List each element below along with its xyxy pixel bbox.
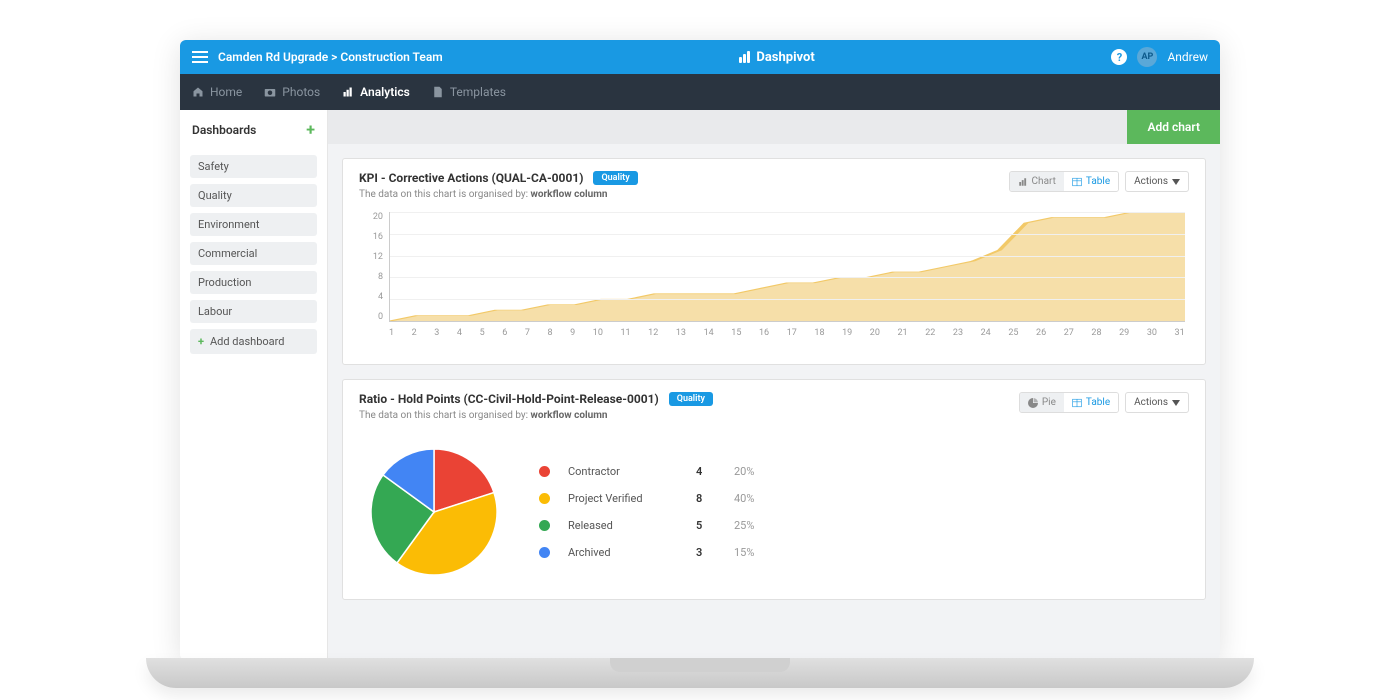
chart1-title: KPI - Corrective Actions (QUAL-CA-0001)	[359, 171, 583, 185]
chart1-table-btn[interactable]: Table	[1064, 172, 1118, 191]
table-icon	[1072, 398, 1082, 408]
sidebar-item-commercial[interactable]: Commercial	[190, 242, 317, 265]
sidebar: Dashboards + Safety Quality Environment Com…	[180, 110, 328, 660]
chart2-table-btn[interactable]: Table	[1064, 393, 1118, 412]
chart2-subtext: The data on this chart is organised by: …	[359, 410, 713, 421]
sidebar-title: Dashboards	[192, 123, 256, 137]
brand-text: Dashpivot	[756, 50, 814, 65]
legend-row-archived: Archived315%	[539, 546, 754, 559]
toolbar: Add chart	[328, 110, 1220, 144]
chart2-title: Ratio - Hold Points (CC-Civil-Hold-Point…	[359, 392, 659, 406]
breadcrumb[interactable]: Camden Rd Upgrade > Construction Team	[218, 50, 443, 64]
nav-analytics[interactable]: Analytics	[342, 85, 410, 99]
pie-icon	[1028, 398, 1038, 408]
chart-card-ratio: Ratio - Hold Points (CC-Civil-Hold-Point…	[342, 379, 1206, 600]
navbar: Home Photos Analytics Templates	[180, 74, 1220, 110]
main: Add chart KPI - Corrective Actions (QUAL…	[328, 110, 1220, 660]
legend-row-project_verified: Project Verified840%	[539, 492, 754, 505]
brand-icon	[739, 51, 750, 63]
camera-icon	[264, 86, 276, 98]
chart1-subtext: The data on this chart is organised by: …	[359, 189, 638, 200]
add-chart-button[interactable]: Add chart	[1127, 110, 1220, 144]
analytics-icon	[342, 86, 354, 98]
chevron-down-icon	[1172, 400, 1180, 406]
templates-icon	[432, 86, 444, 98]
menu-icon[interactable]	[192, 51, 208, 63]
chart1-chart-btn[interactable]: Chart	[1010, 172, 1064, 191]
chart2-badge: Quality	[669, 392, 713, 406]
chevron-down-icon	[1172, 179, 1180, 185]
user-name[interactable]: Andrew	[1167, 50, 1208, 64]
avatar[interactable]: AP	[1137, 47, 1157, 67]
add-dashboard-button[interactable]: +Add dashboard	[190, 329, 317, 354]
table-icon	[1072, 177, 1082, 187]
legend-row-released: Released525%	[539, 519, 754, 532]
pie-legend: Contractor420% Project Verified840% Releas…	[539, 465, 754, 559]
chart1-actions-btn[interactable]: Actions	[1125, 171, 1189, 192]
sidebar-item-labour[interactable]: Labour	[190, 300, 317, 323]
chart1-badge: Quality	[593, 171, 637, 185]
chart-icon	[1018, 177, 1028, 187]
topbar: Camden Rd Upgrade > Construction Team Da…	[180, 40, 1220, 74]
sidebar-item-production[interactable]: Production	[190, 271, 317, 294]
add-dashboard-icon[interactable]: +	[306, 120, 315, 139]
sidebar-item-quality[interactable]: Quality	[190, 184, 317, 207]
chart1-view-toggle: Chart Table	[1009, 171, 1120, 192]
pie-chart	[359, 437, 509, 587]
chart2-view-toggle: Pie Table	[1019, 392, 1119, 413]
chart2-pie-btn[interactable]: Pie	[1020, 393, 1064, 412]
chart2-actions-btn[interactable]: Actions	[1125, 392, 1189, 413]
device-stand	[146, 658, 1254, 688]
sidebar-item-safety[interactable]: Safety	[190, 155, 317, 178]
home-icon	[192, 86, 204, 98]
legend-row-contractor: Contractor420%	[539, 465, 754, 478]
area-chart: 201612840 123456789101112131415161718192…	[359, 212, 1189, 352]
chart-card-kpi: KPI - Corrective Actions (QUAL-CA-0001) …	[342, 158, 1206, 365]
nav-home[interactable]: Home	[192, 85, 242, 99]
app-window: Camden Rd Upgrade > Construction Team Da…	[180, 40, 1220, 660]
sidebar-item-environment[interactable]: Environment	[190, 213, 317, 236]
help-icon[interactable]: ?	[1111, 49, 1127, 65]
nav-photos[interactable]: Photos	[264, 85, 320, 99]
nav-templates[interactable]: Templates	[432, 85, 506, 99]
brand: Dashpivot	[739, 50, 814, 65]
